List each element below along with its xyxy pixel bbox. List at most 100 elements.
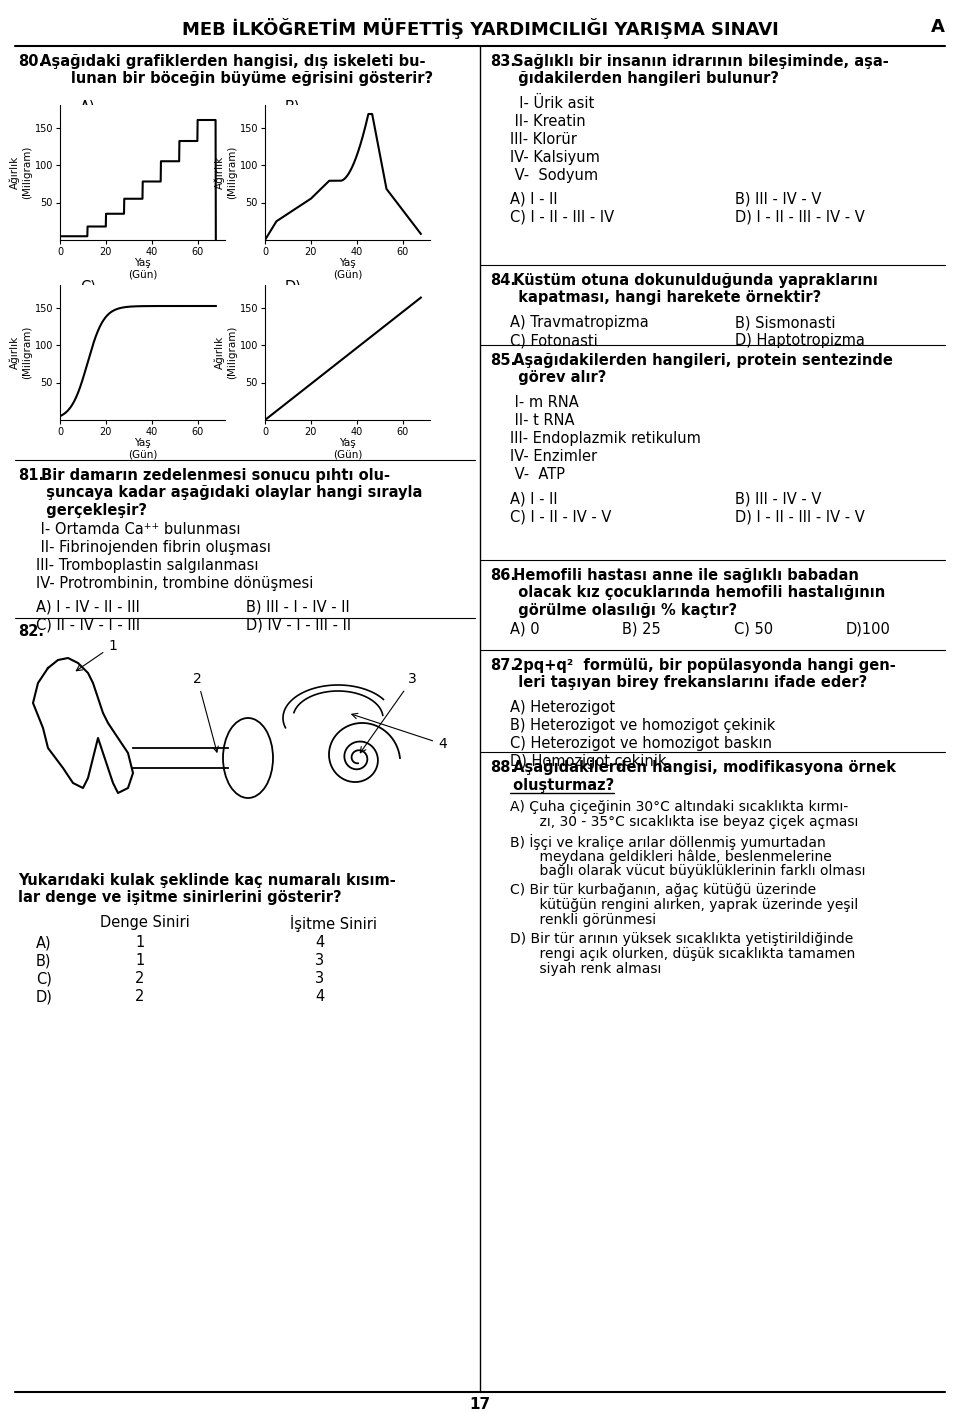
Text: 88.: 88.	[490, 760, 516, 775]
Text: D) I - II - III - IV - V: D) I - II - III - IV - V	[735, 210, 865, 225]
Text: 3: 3	[316, 971, 324, 986]
Text: Yukarıdaki kulak şeklinde kaç numaralı kısım-
lar denge ve işitme sinirlerini gö: Yukarıdaki kulak şeklinde kaç numaralı k…	[18, 873, 396, 905]
Text: D) IV - I - III - II: D) IV - I - III - II	[246, 618, 351, 633]
Text: B) III - IV - V: B) III - IV - V	[735, 491, 822, 505]
Text: D) Bir tür arının yüksek sıcaklıkta yetiştirildiğinde: D) Bir tür arının yüksek sıcaklıkta yeti…	[510, 932, 853, 946]
Text: siyah renk alması: siyah renk alması	[522, 962, 661, 976]
Text: V-  ATP: V- ATP	[510, 467, 565, 481]
Text: 82.: 82.	[18, 624, 44, 640]
Text: 86.: 86.	[490, 568, 516, 583]
Text: Aşağıdaki grafiklerden hangisi, dış iskeleti bu-
       lunan bir böceğin büyüme: Aşağıdaki grafiklerden hangisi, dış iske…	[35, 54, 433, 86]
Text: Sağlıklı bir insanın idrarının bileşiminde, aşa-
  ğıdakilerden hangileri bulunu: Sağlıklı bir insanın idrarının bileşimin…	[508, 54, 889, 86]
Text: A): A)	[36, 935, 52, 950]
Text: rengi açık olurken, düşük sıcaklıkta tamamen: rengi açık olurken, düşük sıcaklıkta tam…	[522, 947, 855, 962]
Text: D): D)	[285, 280, 301, 295]
Text: II- t RNA: II- t RNA	[510, 412, 574, 428]
Text: C): C)	[36, 971, 52, 986]
Text: 2: 2	[135, 988, 145, 1004]
Text: A): A)	[80, 100, 96, 114]
Text: D) Homozigot çekinik: D) Homozigot çekinik	[510, 754, 666, 770]
Text: İşitme Siniri: İşitme Siniri	[290, 915, 377, 932]
Text: 80.: 80.	[18, 54, 44, 69]
Text: Bir damarın zedelenmesi sonucu pıhtı olu-
  şuncaya kadar aşağıdaki olaylar hang: Bir damarın zedelenmesi sonucu pıhtı olu…	[36, 467, 422, 518]
Text: C) Fotonasti: C) Fotonasti	[510, 333, 598, 347]
Ellipse shape	[223, 717, 273, 798]
Text: 2: 2	[135, 971, 145, 986]
Text: 3: 3	[360, 672, 417, 753]
Text: meydana geldikleri hâlde, beslenmelerine: meydana geldikleri hâlde, beslenmelerine	[522, 849, 831, 864]
X-axis label: Yaş
(Gün): Yaş (Gün)	[128, 258, 157, 280]
Text: I- Ortamda Ca⁺⁺ bulunması: I- Ortamda Ca⁺⁺ bulunması	[36, 522, 241, 537]
Text: A) 0: A) 0	[510, 623, 540, 637]
Text: Hemofili hastası anne ile sağlıklı babadan
  olacak kız çocuklarında hemofili ha: Hemofili hastası anne ile sağlıklı babad…	[508, 568, 885, 618]
Text: Küstüm otuna dokunulduğunda yapraklarını
  kapatması, hangi harekete örnektir?: Küstüm otuna dokunulduğunda yapraklarını…	[508, 273, 877, 305]
Text: C) Bir tür kurbağanın, ağaç kütüğü üzerinde: C) Bir tür kurbağanın, ağaç kütüğü üzeri…	[510, 882, 816, 897]
Text: 4: 4	[316, 935, 324, 950]
Text: B): B)	[285, 100, 300, 114]
Text: C) Heterozigot ve homozigot baskın: C) Heterozigot ve homozigot baskın	[510, 736, 772, 751]
Text: 87.: 87.	[490, 658, 516, 674]
Text: C) I - II - III - IV: C) I - II - III - IV	[510, 210, 614, 225]
Text: 2: 2	[193, 672, 218, 753]
Text: A) I - II: A) I - II	[510, 491, 558, 505]
Text: B) Heterozigot ve homozigot çekinik: B) Heterozigot ve homozigot çekinik	[510, 717, 776, 733]
Text: MEB İLKÖĞRETİM MÜFETTİŞ YARDIMCILIĞI YARIŞMA SINAVI: MEB İLKÖĞRETİM MÜFETTİŞ YARDIMCILIĞI YAR…	[181, 18, 779, 40]
Text: A) I - IV - II - III: A) I - IV - II - III	[36, 600, 140, 616]
Text: IV- Protrombinin, trombine dönüşmesi: IV- Protrombinin, trombine dönüşmesi	[36, 576, 313, 592]
X-axis label: Yaş
(Gün): Yaş (Gün)	[333, 258, 362, 280]
Text: 4: 4	[351, 713, 446, 751]
Text: C) I - II - IV - V: C) I - II - IV - V	[510, 508, 612, 524]
Text: I- m RNA: I- m RNA	[510, 395, 579, 409]
Text: A: A	[931, 18, 945, 35]
Text: B) Sismonasti: B) Sismonasti	[735, 315, 835, 330]
Text: Aşağıdakilerden hangileri, protein sentezinde
  görev alır?: Aşağıdakilerden hangileri, protein sente…	[508, 353, 893, 385]
Text: 17: 17	[469, 1396, 491, 1412]
Text: II- Kreatin: II- Kreatin	[510, 114, 586, 128]
Text: 3: 3	[316, 953, 324, 969]
Text: 1: 1	[135, 953, 145, 969]
Text: Aşağıdakilerden hangisi, modifikasyona örnek: Aşağıdakilerden hangisi, modifikasyona ö…	[508, 760, 896, 775]
Text: C) 50: C) 50	[734, 623, 773, 637]
Text: C): C)	[80, 280, 96, 295]
Text: D): D)	[36, 988, 53, 1004]
Text: III- Klorür: III- Klorür	[510, 131, 577, 147]
Text: 81.: 81.	[18, 467, 44, 483]
X-axis label: Yaş
(Gün): Yaş (Gün)	[333, 438, 362, 460]
Text: B) III - IV - V: B) III - IV - V	[735, 192, 822, 208]
Text: A) I - II: A) I - II	[510, 192, 558, 208]
Text: B) III - I - IV - II: B) III - I - IV - II	[246, 600, 349, 616]
Text: D) I - II - III - IV - V: D) I - II - III - IV - V	[735, 508, 865, 524]
Text: A) Heterozigot: A) Heterozigot	[510, 700, 615, 714]
Text: 83.: 83.	[490, 54, 516, 69]
Text: B) 25: B) 25	[622, 623, 660, 637]
Text: renkli görünmesi: renkli görünmesi	[522, 914, 656, 928]
Text: B): B)	[36, 953, 52, 969]
Y-axis label: Ağırlık
(Miligram): Ağırlık (Miligram)	[215, 145, 237, 199]
X-axis label: Yaş
(Gün): Yaş (Gün)	[128, 438, 157, 460]
Y-axis label: Ağırlık
(Miligram): Ağırlık (Miligram)	[10, 145, 32, 199]
Text: A) Travmatropizma: A) Travmatropizma	[510, 315, 649, 330]
Text: I- Ürik asit: I- Ürik asit	[510, 96, 594, 112]
Text: IV- Kalsiyum: IV- Kalsiyum	[510, 150, 600, 165]
Text: Denge Siniri: Denge Siniri	[100, 915, 190, 931]
Text: zı, 30 - 35°C sıcaklıkta ise beyaz çiçek açması: zı, 30 - 35°C sıcaklıkta ise beyaz çiçek…	[522, 815, 858, 829]
Text: D) Haptotropizma: D) Haptotropizma	[735, 333, 865, 347]
Text: 4: 4	[316, 988, 324, 1004]
Text: 1: 1	[76, 640, 117, 671]
Text: 2pq+q²  formülü, bir popülasyonda hangi gen-
  leri taşıyan birey frekanslarını : 2pq+q² formülü, bir popülasyonda hangi g…	[508, 658, 896, 690]
Y-axis label: Ağırlık
(Miligram): Ağırlık (Miligram)	[10, 326, 32, 380]
Text: 84.: 84.	[490, 273, 516, 288]
Text: 85.: 85.	[490, 353, 516, 369]
Text: B) İşçi ve kraliçe arılar döllenmiş yumurtadan: B) İşçi ve kraliçe arılar döllenmiş yumu…	[510, 834, 826, 850]
Text: C) II - IV - I - III: C) II - IV - I - III	[36, 618, 140, 633]
Text: III- Endoplazmik retikulum: III- Endoplazmik retikulum	[510, 431, 701, 446]
Text: IV- Enzimler: IV- Enzimler	[510, 449, 597, 465]
Text: V-  Sodyum: V- Sodyum	[510, 168, 598, 184]
Text: bağlı olarak vücut büyüklüklerinin farklı olması: bağlı olarak vücut büyüklüklerinin farkl…	[522, 864, 866, 878]
Text: II- Fibrinojenden fibrin oluşması: II- Fibrinojenden fibrin oluşması	[36, 539, 271, 555]
Text: D)100: D)100	[846, 623, 891, 637]
Text: oluşturmaz?: oluşturmaz?	[508, 778, 614, 794]
Text: III- Tromboplastin salgılanması: III- Tromboplastin salgılanması	[36, 558, 258, 573]
Y-axis label: Ağırlık
(Miligram): Ağırlık (Miligram)	[215, 326, 237, 380]
Text: 1: 1	[135, 935, 145, 950]
